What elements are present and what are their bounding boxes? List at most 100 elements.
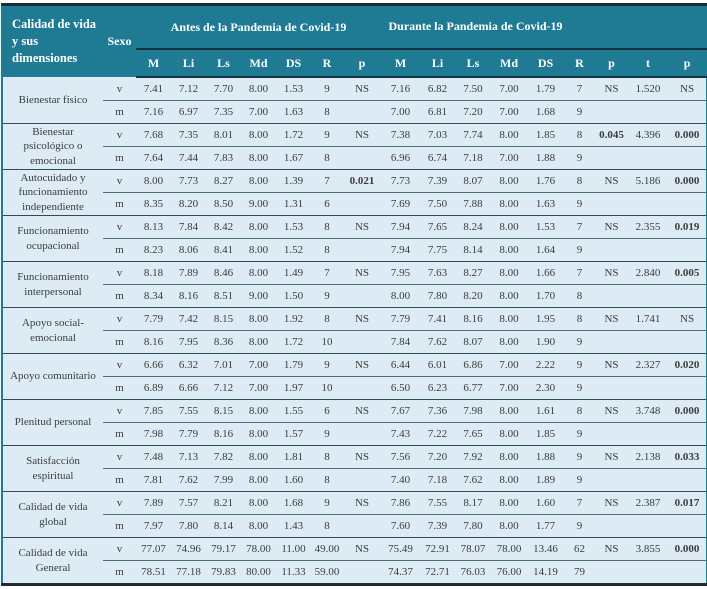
value-cell: 7.20	[455, 100, 492, 124]
dimension-cell: Plenitud personal	[2, 399, 103, 446]
value-cell: 7.00	[241, 100, 276, 124]
sexo-cell: m	[103, 468, 136, 492]
value-cell: 8.27	[455, 261, 492, 285]
value-cell	[343, 468, 382, 492]
value-cell: 8.15	[206, 307, 241, 331]
value-cell	[628, 238, 669, 262]
sexo-cell: m	[103, 100, 136, 124]
value-cell: 1.68	[276, 491, 311, 515]
value-cell: NS	[343, 399, 382, 423]
value-cell: 7.13	[171, 445, 206, 469]
value-cell: 1.88	[527, 146, 565, 170]
value-cell	[628, 468, 669, 492]
sexo-cell: m	[103, 284, 136, 308]
value-cell: 1.68	[527, 100, 565, 124]
sexo-cell: m	[103, 192, 136, 216]
value-cell: 7.41	[136, 77, 171, 101]
value-cell: 7.20	[420, 445, 456, 469]
col-header-t: t	[628, 49, 669, 78]
value-cell: 8.15	[206, 399, 241, 423]
value-cell: NS	[595, 445, 629, 469]
value-cell: 0.019	[668, 215, 707, 239]
value-cell	[668, 284, 707, 308]
sexo-cell: v	[103, 399, 136, 423]
sexo-cell: m	[103, 238, 136, 262]
value-cell: 7.43	[381, 422, 421, 446]
value-cell	[343, 330, 382, 354]
value-cell: 7.95	[381, 261, 421, 285]
table-row: Bienestar físico v 7.41 7.12 7.70 8.00 1.53 9 NS…	[2, 77, 707, 124]
value-cell: 2.30	[527, 376, 565, 400]
value-cell: 8.00	[241, 445, 276, 469]
value-cell: 8.00	[241, 169, 276, 193]
value-cell: NS	[595, 261, 629, 285]
during-pandemic-header: Durante la Pandemia de Covid-19	[381, 4, 629, 50]
value-cell: 7.40	[381, 468, 421, 492]
value-cell: 8.00	[491, 399, 528, 423]
value-cell: 8	[311, 468, 343, 492]
value-cell	[595, 238, 629, 262]
value-cell: 75.49	[381, 537, 421, 561]
value-cell	[343, 422, 382, 446]
dimension-cell: Bienestar psicológico o emocional	[2, 123, 103, 170]
value-cell: 9	[564, 376, 596, 400]
value-cell: 7.57	[171, 491, 206, 515]
value-cell: NS	[595, 215, 629, 239]
value-cell: 7.67	[381, 399, 421, 423]
value-cell: 1.85	[527, 123, 565, 147]
value-cell: 7.00	[491, 146, 528, 170]
value-cell: NS	[668, 307, 707, 331]
table-row: m 7.64 7.44 7.83 8.00 1.67 8 6.96 6.74 7.18 7.00 1.…	[2, 146, 707, 170]
value-cell	[595, 146, 629, 170]
value-cell	[668, 560, 707, 585]
table-row: m 8.16 7.95 8.36 8.00 1.72 10 7.84 7.62 8.07 8.00 1…	[2, 330, 707, 354]
value-cell: 7.00	[381, 100, 421, 124]
value-cell: 8.00	[241, 123, 276, 147]
value-cell: 0.000	[668, 399, 707, 423]
value-cell: NS	[343, 307, 382, 331]
value-cell	[343, 514, 382, 538]
value-cell: 7.80	[171, 514, 206, 538]
value-cell: 7.65	[455, 422, 492, 446]
value-cell: 3.855	[628, 537, 669, 561]
value-cell: 7.92	[455, 445, 492, 469]
table-row: m 8.34 8.16 8.51 9.00 1.50 9 8.00 7.80 8.20 8.00 1.…	[2, 284, 707, 308]
value-cell: 1.520	[628, 77, 669, 101]
value-cell: 8.00	[491, 123, 528, 147]
value-cell: 8.00	[241, 330, 276, 354]
value-cell: 7	[311, 261, 343, 285]
sexo-cell: v	[103, 169, 136, 193]
value-cell: 6.89	[136, 376, 171, 400]
value-cell	[628, 100, 669, 124]
value-cell: 7	[564, 77, 596, 101]
value-cell	[595, 422, 629, 446]
value-cell	[628, 560, 669, 585]
value-cell: 8.36	[206, 330, 241, 354]
value-cell: 79.83	[206, 560, 241, 585]
sexo-cell: m	[103, 146, 136, 170]
value-cell: 7.74	[455, 123, 492, 147]
value-cell: 7.99	[206, 468, 241, 492]
header-stat-row: M Li Ls Md DS R p M Li Ls Md DS R p t p	[2, 49, 707, 78]
value-cell: 7.00	[491, 100, 528, 124]
value-cell: 6.01	[420, 353, 456, 377]
value-cell: 2.840	[628, 261, 669, 285]
table-row: Satisfacción espiritual v 7.48 7.13 7.82 8.00…	[2, 445, 707, 492]
value-cell: 7.79	[136, 307, 171, 331]
value-cell: 7.00	[491, 376, 528, 400]
value-cell: 7.56	[381, 445, 421, 469]
value-cell: 1.61	[527, 399, 565, 423]
value-cell	[668, 330, 707, 354]
value-cell	[343, 284, 382, 308]
table-body: Bienestar físico v 7.41 7.12 7.70 8.00 1.53 9 NS…	[2, 77, 707, 585]
value-cell	[595, 468, 629, 492]
value-cell: 8.16	[171, 284, 206, 308]
value-cell: 7.18	[420, 468, 456, 492]
col-header-p-before: p	[343, 49, 382, 78]
value-cell: 7	[311, 169, 343, 193]
value-cell	[343, 560, 382, 585]
value-cell: 1.72	[276, 123, 311, 147]
value-cell	[628, 330, 669, 354]
value-cell: 0.045	[595, 123, 629, 147]
sexo-cell: m	[103, 560, 136, 585]
